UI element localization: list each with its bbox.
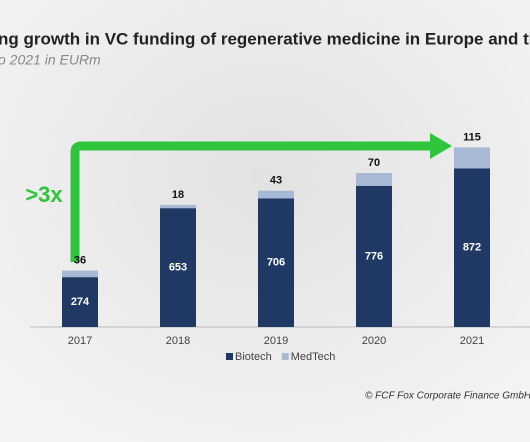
value-label: 36	[74, 254, 86, 266]
x-tick-label: 2021	[460, 335, 484, 347]
source-note: © FCF Fox Corporate Finance GmbH 20	[365, 391, 530, 402]
legend-swatch	[226, 353, 233, 360]
bar-segment	[258, 198, 294, 327]
value-label: 872	[463, 242, 481, 254]
bar-segment	[454, 168, 490, 327]
chart-subtitle: o 2021 in EURm	[0, 52, 101, 68]
legend-label: Biotech	[235, 351, 272, 363]
arrow-head	[430, 133, 452, 159]
legend-swatch	[281, 353, 289, 360]
value-label: 776	[365, 250, 383, 262]
bar-segment	[160, 204, 196, 209]
value-label: 274	[71, 296, 90, 308]
bar-segment	[356, 185, 392, 327]
bar-segment	[258, 190, 294, 199]
value-label: 18	[172, 189, 184, 201]
bar-segment	[62, 270, 98, 278]
x-tick-label: 2019	[264, 335, 288, 347]
bar-segment	[356, 173, 392, 186]
growth-annotation: >3x	[25, 182, 63, 207]
legend: Biotech MedTech	[226, 351, 335, 363]
bar-segment	[160, 208, 196, 327]
chart-title: ng growth in VC funding of regenerative …	[0, 29, 530, 48]
value-label: 706	[267, 257, 285, 269]
x-tick-label: 2017	[68, 335, 92, 347]
bar-segment	[62, 277, 98, 327]
value-label: 43	[270, 175, 282, 187]
x-tick-label: 2020	[362, 335, 386, 347]
legend-label: MedTech	[291, 351, 336, 363]
value-label: 115	[463, 131, 481, 143]
growth-arrow	[70, 141, 432, 262]
value-label: 70	[368, 157, 380, 169]
bar-segment	[454, 147, 490, 169]
value-label: 653	[169, 261, 187, 273]
x-tick-label: 2018	[166, 335, 190, 347]
